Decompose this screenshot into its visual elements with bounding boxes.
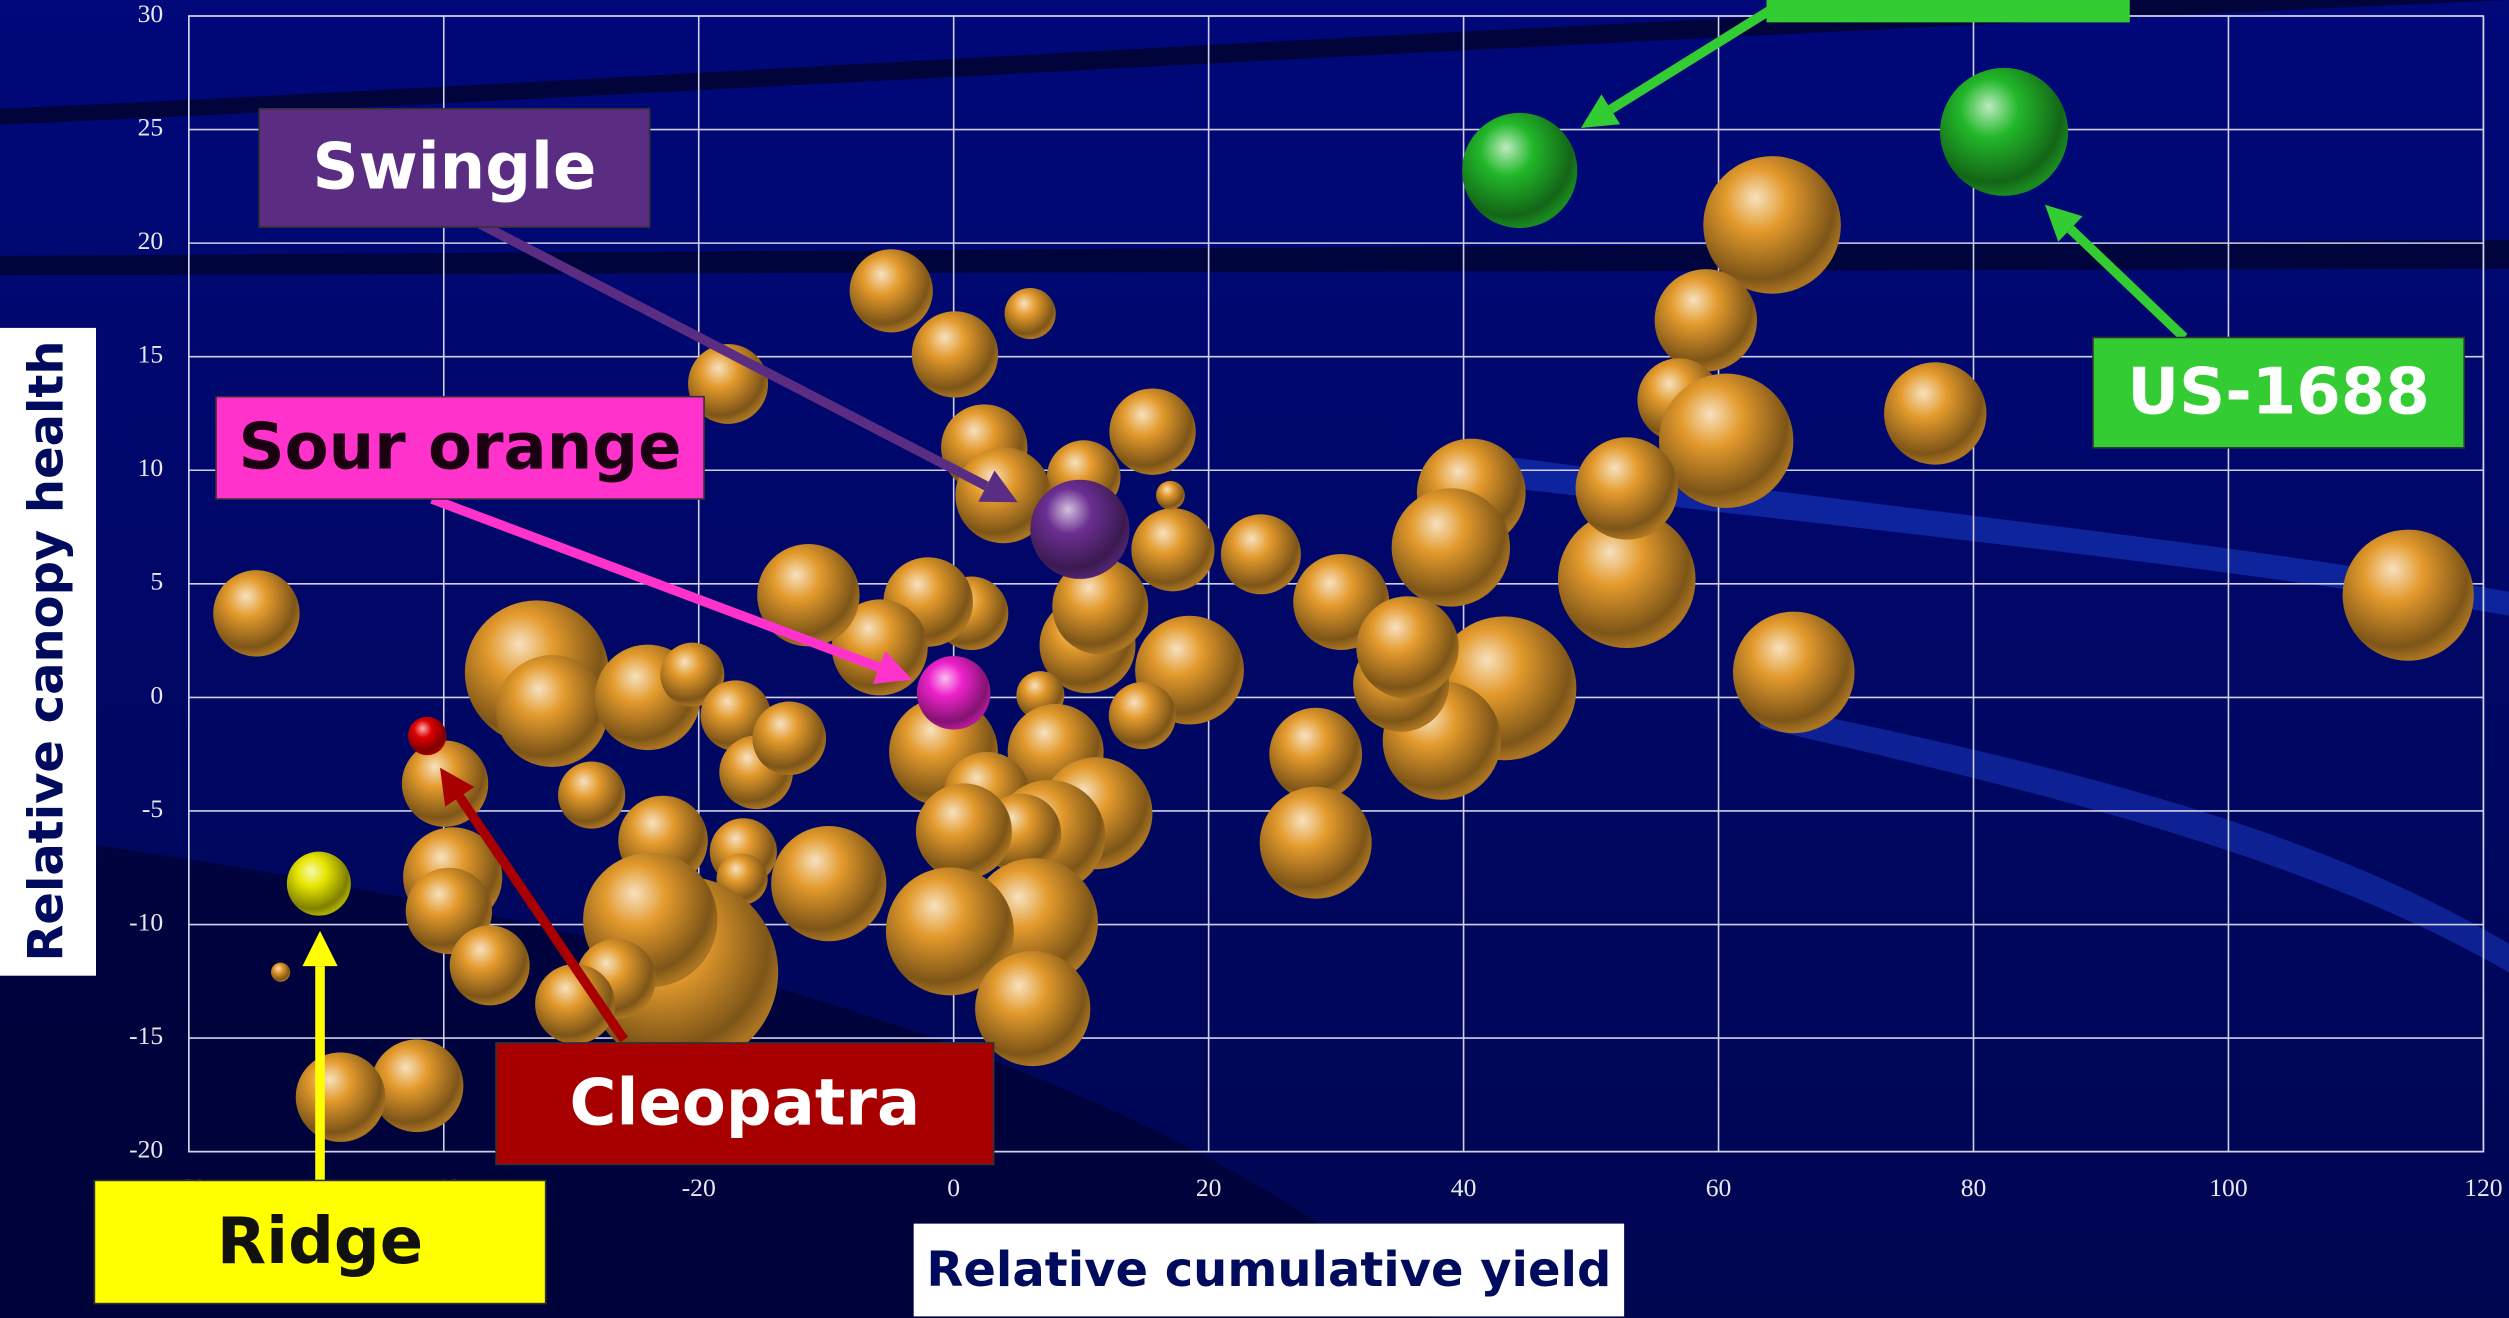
bubble (1659, 374, 1793, 508)
x-tick-label: 80 (1961, 1173, 1987, 1202)
bubble (296, 1052, 386, 1142)
bubble (371, 1039, 464, 1132)
y-tick-label: 0 (150, 680, 163, 709)
annotation-label: Cleopatra (570, 1066, 921, 1140)
x-tick-label: 60 (1706, 1173, 1732, 1202)
bubble (558, 761, 625, 828)
bubble (1260, 787, 1372, 899)
bubble (1392, 488, 1510, 606)
bubble (912, 311, 998, 397)
y-axis-title: Relative canopy health (19, 340, 75, 961)
y-tick-label: 25 (138, 112, 164, 141)
y-tick-label: 30 (138, 0, 164, 28)
bubble (2343, 530, 2474, 661)
bubble (771, 826, 886, 941)
annotation-label: Sour orange (239, 411, 682, 485)
bubble (271, 963, 290, 982)
y-tick-label: 20 (138, 226, 164, 255)
annotation-label: Swingle (313, 131, 597, 205)
x-tick-label: 20 (1196, 1173, 1222, 1202)
chart: -60-40-20020406080100120-20-15-10-505101… (0, 0, 2509, 1318)
x-tick-label: 100 (2209, 1173, 2247, 1202)
bubble (917, 656, 991, 730)
bubble (408, 717, 446, 755)
bubble (1269, 708, 1362, 801)
x-tick-label: 120 (2464, 1173, 2502, 1202)
bubble (287, 852, 351, 916)
bubble (1356, 596, 1458, 698)
bubble (1156, 481, 1185, 510)
annotation-label: Ridge (217, 1205, 423, 1279)
bubble (1576, 437, 1678, 539)
x-tick-label: 40 (1451, 1173, 1477, 1202)
y-tick-label: -15 (129, 1021, 163, 1050)
y-tick-label: 10 (138, 453, 164, 482)
bubble (1221, 514, 1301, 594)
bubble (1733, 612, 1855, 734)
y-tick-label: 5 (150, 567, 163, 596)
bubble (1109, 682, 1176, 749)
bubble (213, 570, 299, 656)
bubble (850, 249, 933, 332)
y-tick-label: -5 (142, 794, 163, 823)
bubble (1884, 362, 1986, 464)
bubble (916, 783, 1012, 879)
bubble (450, 925, 530, 1005)
bubble (1655, 269, 1757, 371)
y-tick-label: -20 (129, 1135, 163, 1164)
y-tick-label: 15 (138, 340, 164, 369)
bubble (1940, 68, 2068, 196)
cut-off-label-box (1767, 0, 2130, 22)
page: {"chart_data": { "type": "scatter", "x_l… (0, 0, 2509, 1318)
bubble (1005, 288, 1056, 339)
x-axis-title: Relative cumulative yield (926, 1242, 1611, 1298)
bubble (1131, 508, 1214, 591)
bubble (1030, 480, 1129, 579)
bubble (752, 701, 826, 775)
x-tick-label: 0 (947, 1173, 960, 1202)
x-tick-label: -20 (682, 1173, 716, 1202)
bubble (1462, 113, 1577, 228)
bubble (496, 655, 608, 767)
annotation-label: US-1688 (2127, 355, 2430, 429)
y-tick-label: -10 (129, 907, 163, 936)
bubble (1109, 388, 1195, 474)
